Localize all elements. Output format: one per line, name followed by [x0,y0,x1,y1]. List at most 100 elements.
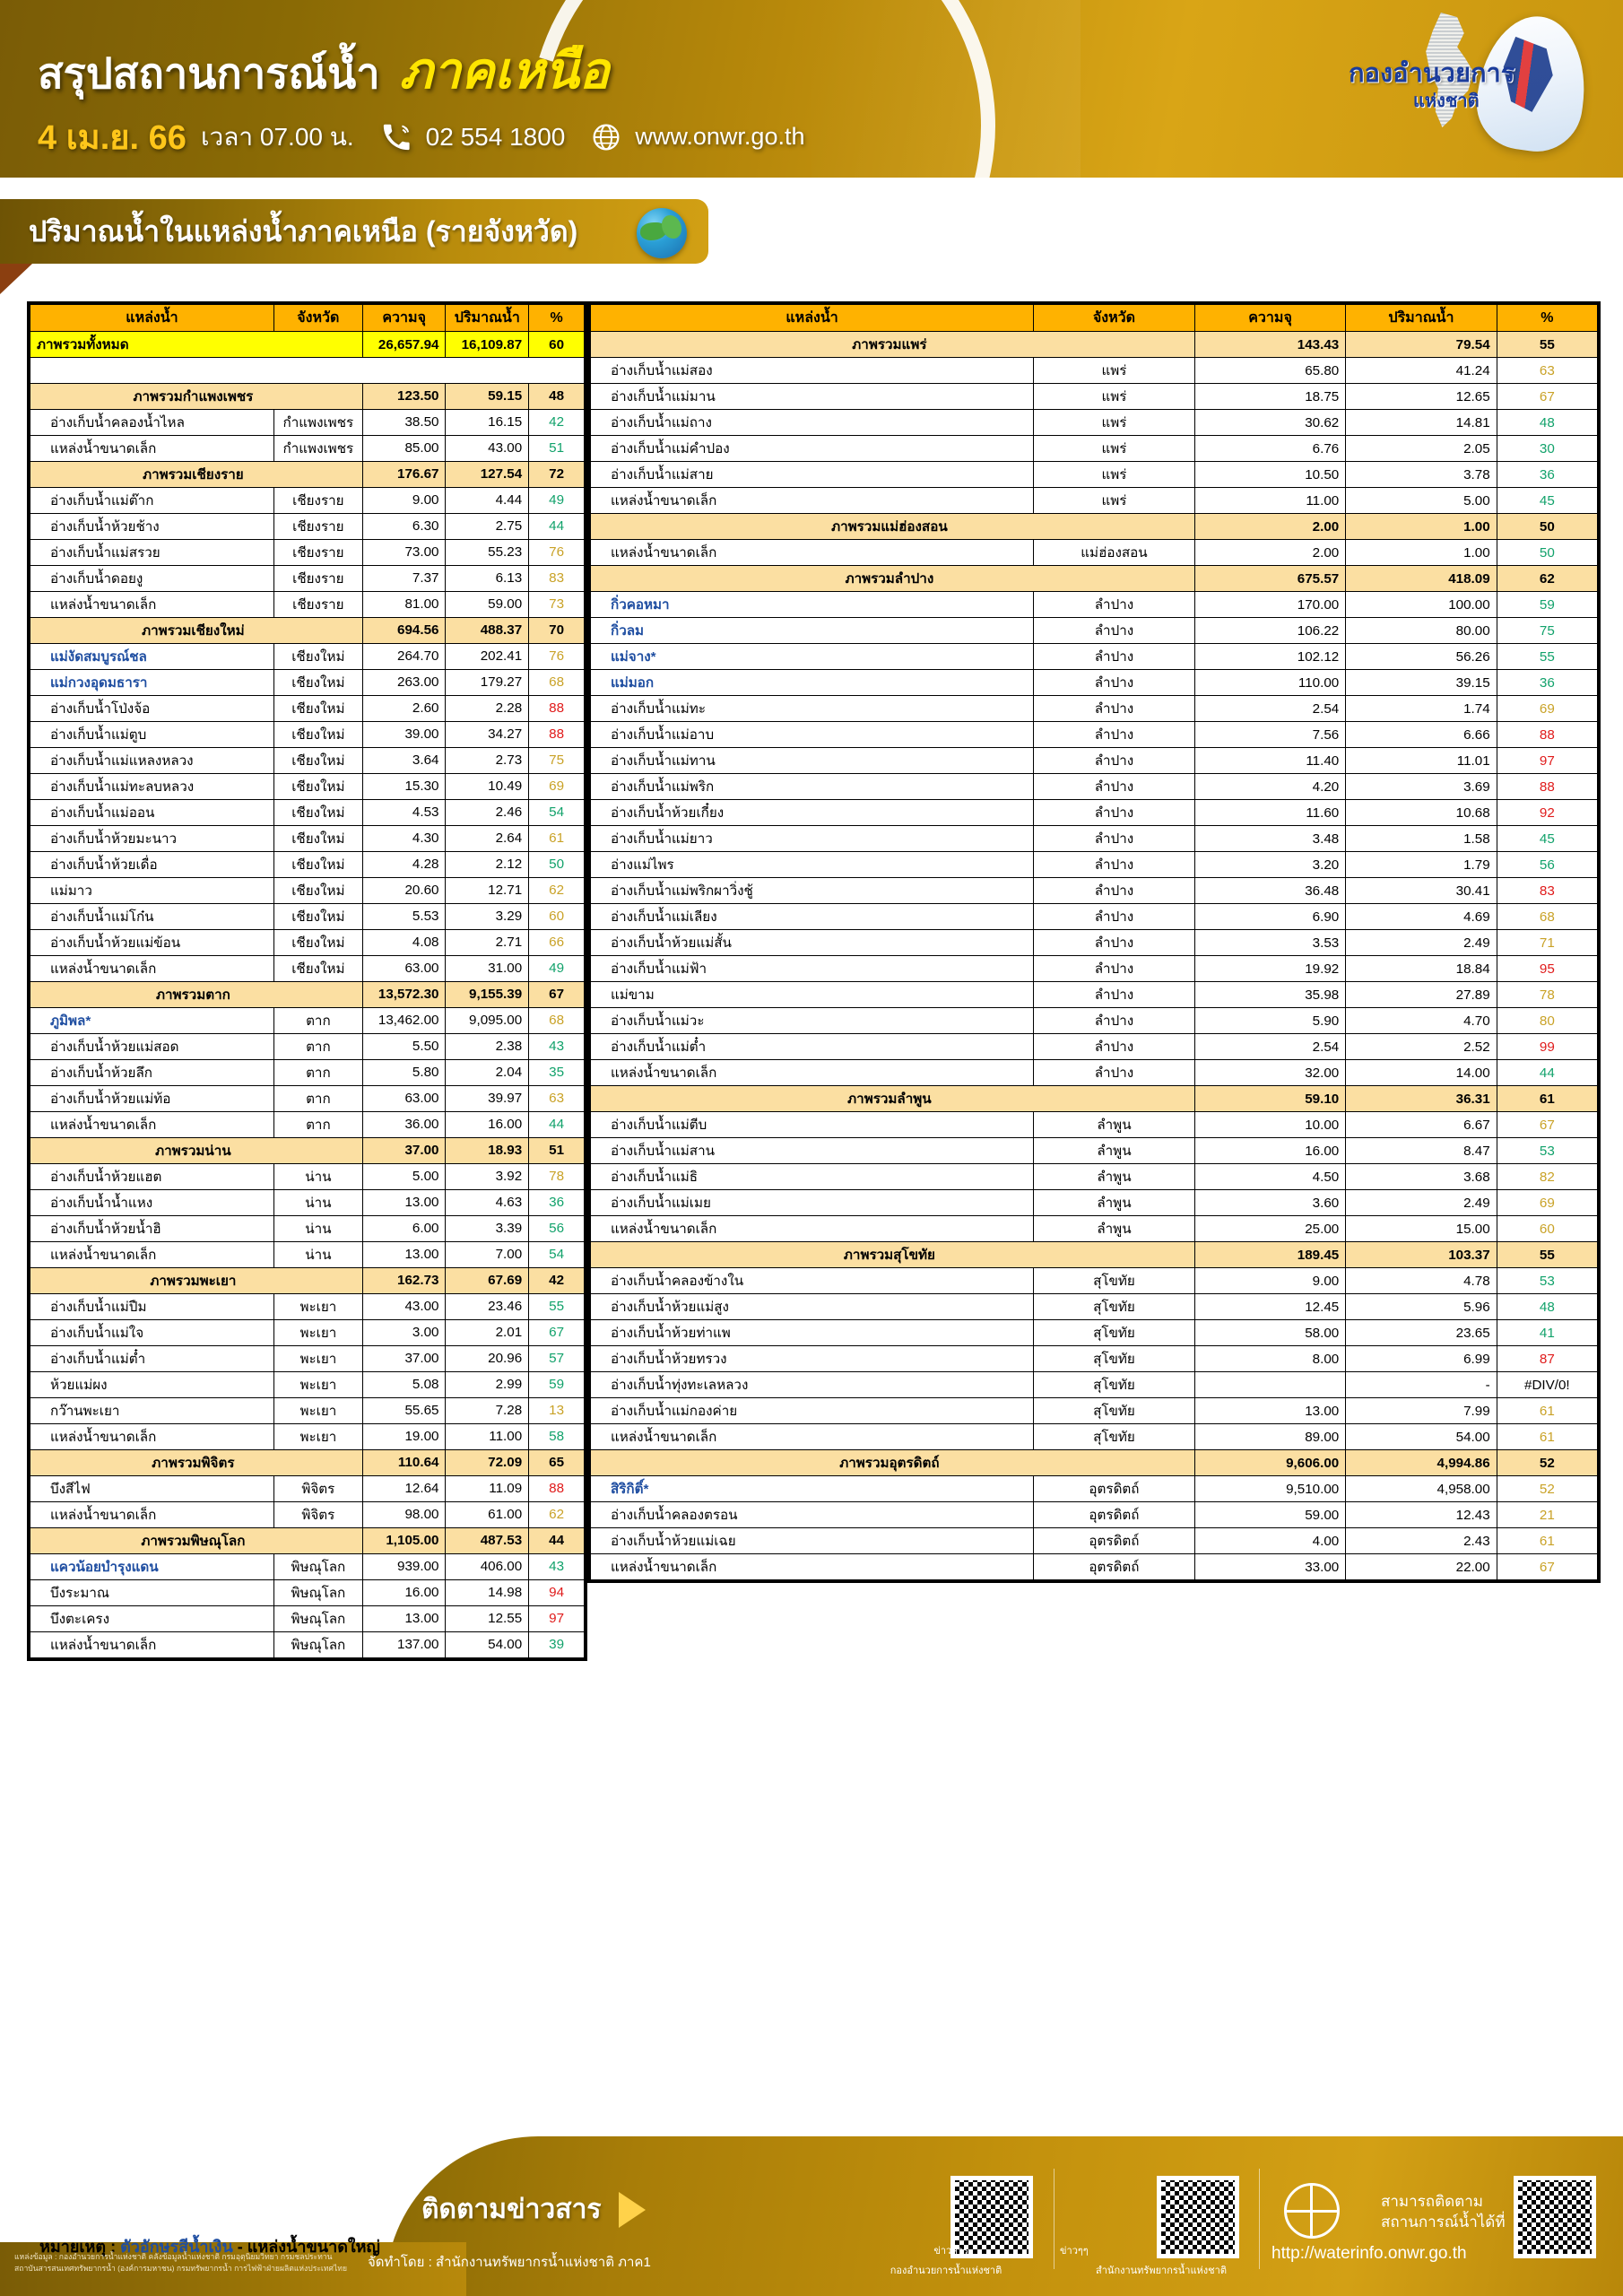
cell-capacity: 12.45 [1193,1293,1347,1320]
table-row: อ่างเก็บน้ำน้ำแหง น่าน 13.00 4.63 36 [30,1188,585,1216]
cell-percent: 67 [1496,1553,1599,1580]
cell-source-name: อ่างเก็บน้ำห้วยแม่ท้อ [30,1084,274,1112]
cell-source-name: แหล่งน้ำขนาดเล็ก [589,539,1035,566]
cell-volume: 23.46 [445,1292,530,1320]
cell-province: ลำปาง [1033,747,1195,774]
cell-source-name: ภาพรวมแพร่ [590,331,1195,358]
table-row: อ่างเก็บน้ำแม่วะ ลำปาง 5.90 4.70 80 [589,1007,1599,1034]
cell-volume: 4.69 [1345,903,1497,930]
table-row: อ่างเก็บน้ำห้วยลึก ตาก 5.80 2.04 35 [30,1058,585,1086]
cell-source-name: แควน้อยบำรุงแดน [30,1552,274,1580]
cell-province: พิษณุโลก [273,1578,363,1606]
qr-code-icon[interactable] [1157,2176,1239,2258]
cell-source-name: อ่างเก็บน้ำคลองตรอน [589,1501,1035,1528]
table-row: อ่างเก็บน้ำแม่ใจ พะเยา 3.00 2.01 67 [30,1318,585,1346]
table-row: แหล่งน้ำขนาดเล็ก ตาก 36.00 16.00 44 [30,1110,585,1138]
cell-capacity: 9.00 [1193,1267,1347,1294]
cell-percent: 63 [1496,357,1599,384]
cell-source-name: อ่างเก็บน้ำแม่ออน [30,798,274,826]
table-row: อ่างเก็บน้ำห้วยแม่สอด ตาก 5.50 2.38 43 [30,1032,585,1060]
cell-source-name: อ่างเก็บน้ำแม่สาย [589,461,1035,488]
cell-volume: 1.00 [1345,513,1497,540]
cell-volume: 10.68 [1345,799,1497,826]
table-row: อ่างเก็บน้ำห้วยแม่สูง สุโขทัย 12.45 5.96 48 [589,1293,1599,1320]
cell-percent: 69 [1496,695,1599,722]
cell-percent: 88 [1496,773,1599,800]
table-row: อ่างเก็บน้ำห้วยน้ำฮิ น่าน 6.00 3.39 56 [30,1214,585,1242]
col-header-province: จังหวัด [1033,304,1195,332]
cell-capacity [1193,1371,1347,1398]
cell-source-name: อ่างเก็บน้ำแม่ปืม [30,1292,274,1320]
cell-capacity: 55.65 [361,1396,447,1424]
cell-percent: 51 [528,1136,585,1164]
table-row: กิ่วคอหมา ลำปาง 170.00 100.00 59 [589,591,1599,618]
water-table-right: แหล่งน้ำ จังหวัด ความจุ ปริมาณน้ำ % ภาพร… [589,304,1599,1580]
col-header-source: แหล่งน้ำ [30,304,274,332]
cell-province: สุโขทัย [1033,1267,1195,1294]
table-row: กว๊านพะเยา พะเยา 55.65 7.28 13 [30,1396,585,1424]
cell-source-name: แหล่งน้ำขนาดเล็ก [589,1215,1035,1242]
cell-source-name: แม่กวงอุดมธารา [30,668,274,696]
table-row: อ่างเก็บน้ำห้วยแม่ท้อ ตาก 63.00 39.97 63 [30,1084,585,1112]
qr-code-icon[interactable] [1514,2176,1596,2258]
cell-percent: 83 [528,564,585,592]
cell-volume: 5.96 [1345,1293,1497,1320]
cell-volume: 11.00 [445,1422,530,1450]
cell-capacity: 9.00 [361,486,447,514]
table-row: แหล่งน้ำขนาดเล็ก ลำพูน 25.00 15.00 60 [589,1215,1599,1242]
cell-source-name: กว๊านพะเยา [30,1396,274,1424]
cell-volume: 2.43 [1345,1527,1497,1554]
cell-volume: 18.93 [445,1136,530,1164]
cell-volume: 2.49 [1345,929,1497,956]
col-header-capacity: ความจุ [1193,304,1347,332]
cell-province: พะเยา [273,1370,363,1398]
table-row: อ่างเก็บน้ำห้วยแม่สั้น ลำปาง 3.53 2.49 71 [589,929,1599,956]
cell-province: เชียงใหม่ [273,772,363,800]
table-row: อ่างเก็บน้ำห้วยมะนาว เชียงใหม่ 4.30 2.64 61 [30,824,585,852]
cell-percent: 97 [528,1605,585,1632]
cell-percent: 65 [528,1448,585,1476]
table-row: อ่างเก็บน้ำแม่ฟ้า ลำปาง 19.92 18.84 95 [589,955,1599,982]
contact-phone: 02 554 1800 [425,122,566,151]
table-row: แหล่งน้ำขนาดเล็ก พิษณุโลก 137.00 54.00 39 [30,1631,585,1658]
cell-capacity: 43.00 [361,1292,447,1320]
cell-province: ลำปาง [1033,981,1195,1008]
table-row: แม่จาง* ลำปาง 102.12 56.26 55 [589,643,1599,670]
cell-source-name: ภาพรวมเชียงราย [30,460,363,488]
cell-source-name: อ่างเก็บน้ำห้วยแม่เฉย [589,1527,1035,1554]
cell-percent: 76 [528,538,585,566]
cell-percent: 59 [1496,591,1599,618]
cell-percent: 61 [1496,1423,1599,1450]
table-row: แหล่งน้ำขนาดเล็ก พิจิตร 98.00 61.00 62 [30,1500,585,1528]
qr-code-icon[interactable] [950,2176,1033,2258]
cell-source-name: ภาพรวมลำปาง [590,565,1195,592]
cell-volume: 487.53 [445,1526,530,1554]
cell-province: เชียงใหม่ [273,850,363,878]
cell-source-name: อ่างเก็บน้ำแม่ต๊าก [30,486,274,514]
cell-percent: 58 [528,1422,585,1450]
cell-province: น่าน [273,1214,363,1242]
cell-percent: 99 [1496,1033,1599,1060]
table-row: อ่างเก็บน้ำแม่โก๋น เชียงใหม่ 5.53 3.29 60 [30,902,585,930]
cell-percent: 61 [1496,1085,1599,1112]
waterinfo-url[interactable]: http://waterinfo.onwr.go.th [1271,2244,1467,2263]
cell-percent: 30 [1496,435,1599,462]
cell-source-name: อ่างแม่ไพร [589,851,1035,878]
cell-source-name: ภาพรวมน่าน [30,1136,363,1164]
cell-volume: 2.28 [445,694,530,722]
table-province-row: ภาพรวมพิจิตร 110.64 72.09 65 [30,1448,585,1476]
cell-capacity: 6.30 [361,512,447,540]
table-province-row: ภาพรวมอุตรดิตถ์ 9,606.00 4,994.86 52 [590,1449,1599,1476]
cell-source-name: อ่างเก็บน้ำดอยงู [30,564,274,592]
table-row: อ่างเก็บน้ำแม่ต๊าก เชียงราย 9.00 4.44 49 [30,486,585,514]
cell-province: ลำปาง [1033,721,1195,748]
table-row: อ่างเก็บน้ำห้วยแม่ข้อน เชียงใหม่ 4.08 2.71 6… [30,928,585,956]
cell-province: ลำพูน [1033,1215,1195,1242]
cell-source-name: ภาพรวมลำพูน [590,1085,1195,1112]
cell-volume: 1.58 [1345,825,1497,852]
cell-province: ลำปาง [1033,903,1195,930]
cell-province: ตาก [273,1084,363,1112]
cell-province: น่าน [273,1162,363,1190]
cell-source-name: อ่างเก็บน้ำแม่สาน [589,1137,1035,1164]
cell-percent: 13 [528,1396,585,1424]
